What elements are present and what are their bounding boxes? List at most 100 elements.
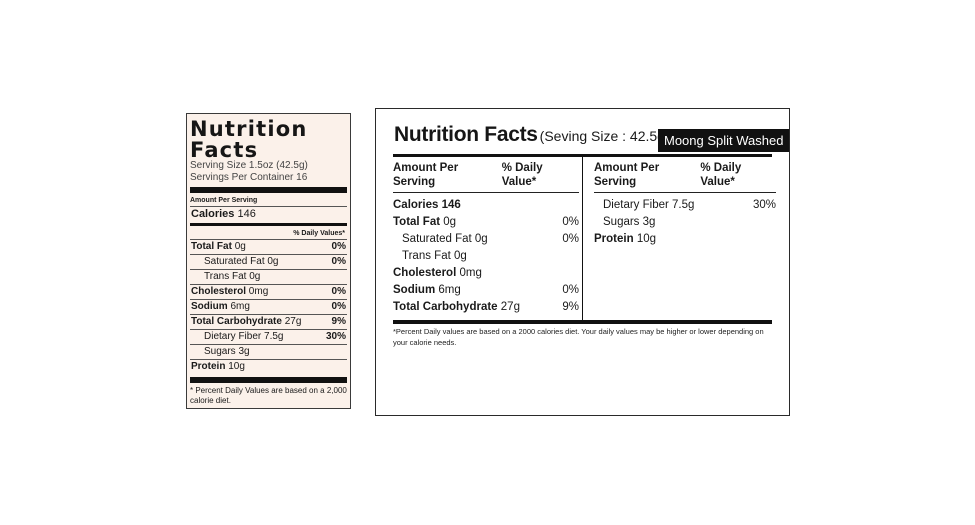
horizontal-column-divider: [582, 154, 583, 322]
horizontal-nutrient-text: Saturated Fat 0g: [402, 231, 488, 248]
horizontal-title: Nutrition Facts: [394, 123, 538, 146]
vertical-nutrient-label: Sugars: [204, 346, 236, 357]
horizontal-nutrient-amount: 0mg: [459, 267, 482, 279]
vertical-calories-label: Calories: [191, 208, 235, 220]
vertical-nutrient-row: Dietary Fiber 7.5g 30%: [190, 330, 347, 344]
horizontal-nutrition-label: Nutrition Facts (Seving Size : 42.5g) Mo…: [375, 108, 790, 416]
vertical-nutrient-label: Total Fat: [191, 241, 232, 252]
horizontal-nutrient-row: Saturated Fat 0g 0%: [393, 231, 579, 248]
horizontal-nutrient-pct: 0%: [562, 233, 579, 245]
horizontal-nutrient-pct: 30%: [752, 199, 776, 211]
horizontal-title-row: Nutrition Facts (Seving Size : 42.5g): [394, 123, 670, 147]
vertical-nutrient-amount: 0mg: [248, 286, 269, 297]
vertical-serving-size: Serving Size 1.5oz (42.5g): [190, 160, 308, 171]
horizontal-serving-size: (Seving Size : 42.5g): [539, 128, 670, 144]
left-header-amount: Amount Per Serving: [393, 162, 459, 188]
horizontal-nutrient-label: Saturated Fat: [402, 233, 472, 245]
vertical-row-divider: [190, 239, 347, 240]
vertical-nutrient-text: Cholesterol 0mg: [191, 285, 268, 299]
vertical-row-divider: [190, 329, 347, 330]
product-name-badge: Moong Split Washed: [658, 129, 790, 152]
horizontal-nutrient-row: Cholesterol 0mg: [393, 265, 579, 282]
vertical-nutrient-amount: 0g: [234, 241, 246, 252]
vertical-thick-bar: [190, 187, 347, 193]
vertical-nutrient-row: Total Carbohydrate 27g 9%: [190, 315, 347, 329]
vertical-nutrient-row: Total Fat 0g 0%: [190, 240, 347, 254]
vertical-nutrient-row: Trans Fat 0g: [190, 270, 347, 284]
vertical-nutrition-label: Nutrition Facts Serving Size 1.5oz (42.5…: [186, 113, 351, 409]
horizontal-nutrient-pct: 9%: [562, 301, 579, 313]
horizontal-nutrient-amount: 0g: [474, 233, 488, 245]
horizontal-nutrient-amount: 3g: [642, 216, 656, 228]
vertical-nutrient-label: Sodium: [191, 301, 228, 312]
vertical-nutrient-text: Dietary Fiber 7.5g: [204, 330, 284, 344]
vertical-nutrient-row: Saturated Fat 0g 0%: [190, 255, 347, 269]
horizontal-nutrient-row: Total Fat 0g 0%: [393, 214, 579, 231]
horizontal-nutrient-amount: 6mg: [438, 284, 461, 296]
vertical-row-divider: [190, 299, 347, 300]
vertical-title-line1: Nutrition: [190, 117, 308, 141]
vertical-nutrient-pct: 0%: [331, 256, 346, 267]
horizontal-nutrient-label: Sugars: [603, 216, 640, 228]
horizontal-nutrient-text: Total Fat 0g: [393, 214, 456, 231]
vertical-calories-row: Calories 146: [190, 207, 347, 222]
vertical-daily-values-header: % Daily Values*: [293, 230, 345, 237]
horizontal-nutrient-text: Protein 10g: [594, 231, 656, 248]
horizontal-nutrient-label: Total Fat: [393, 216, 441, 228]
horizontal-left-rows: Total Fat 0g 0% Saturated Fat 0g 0% Trans Fa…: [393, 214, 579, 316]
horizontal-nutrient-amount: 0g: [443, 216, 457, 228]
vertical-row-divider: [190, 284, 347, 285]
horizontal-nutrient-amount: 0g: [453, 250, 467, 262]
horizontal-left-header: Amount Per Serving % Daily Value*: [393, 161, 579, 189]
vertical-amount-per-serving: Amount Per Serving: [190, 197, 258, 204]
vertical-servings-per-container: Servings Per Container 16: [190, 172, 308, 183]
vertical-nutrient-text: Total Carbohydrate 27g: [191, 315, 301, 329]
vertical-title-line2: Facts: [190, 138, 259, 162]
vertical-row-divider: [190, 344, 347, 345]
vertical-row-divider: [190, 269, 347, 270]
vertical-nutrient-label: Protein: [191, 361, 226, 372]
horizontal-nutrient-row: Dietary Fiber 7.5g 30%: [594, 197, 776, 214]
right-header-amount: Amount Per Serving: [594, 162, 660, 188]
horizontal-nutrient-row: Sugars 3g: [594, 214, 776, 231]
vertical-nutrient-rows: Total Fat 0g 0% Saturated Fat 0g 0% Trans Fa…: [190, 239, 347, 374]
vertical-nutrient-amount: 6mg: [230, 301, 250, 312]
vertical-nutrient-amount: 7.5g: [264, 331, 284, 342]
vertical-nutrient-amount: 10g: [228, 361, 245, 372]
vertical-calories-value: 146: [237, 208, 256, 220]
horizontal-calories-row: Calories 146: [393, 197, 579, 214]
vertical-nutrient-label: Trans Fat: [204, 271, 247, 282]
vertical-nutrient-amount: 0g: [249, 271, 261, 282]
vertical-nutrient-label: Dietary Fiber: [204, 331, 262, 342]
vertical-nutrient-text: Saturated Fat 0g: [204, 255, 279, 269]
vertical-footnote: * Percent Daily Values are based on a 2,…: [190, 386, 347, 405]
horizontal-right-column: Amount Per Serving % Daily Value* Dietar…: [594, 161, 776, 248]
horizontal-nutrient-label: Cholesterol: [393, 267, 457, 279]
vertical-row-divider: [190, 359, 347, 360]
horizontal-nutrient-row: Trans Fat 0g: [393, 248, 579, 265]
vertical-nutrient-label: Cholesterol: [191, 286, 247, 297]
left-header-rule: [393, 192, 579, 193]
horizontal-nutrient-row: Total Carbohydrate 27g 9%: [393, 299, 579, 316]
horizontal-nutrient-row: Sodium 6mg 0%: [393, 282, 579, 299]
vertical-nutrient-row: Sugars 3g: [190, 345, 347, 359]
vertical-divider: [190, 206, 347, 207]
horizontal-left-column: Amount Per Serving % Daily Value* Calori…: [393, 161, 579, 316]
vertical-medium-bar: [190, 223, 347, 226]
horizontal-nutrient-label: Sodium: [393, 284, 436, 296]
vertical-nutrient-pct: 30%: [325, 331, 346, 342]
vertical-nutrient-pct: 0%: [331, 241, 346, 252]
horizontal-nutrient-amount: 27g: [500, 301, 520, 313]
horizontal-bottom-bar: [393, 320, 772, 324]
vertical-nutrient-text: Sugars 3g: [204, 345, 250, 359]
right-header-rule: [594, 192, 776, 193]
horizontal-nutrient-amount: 10g: [636, 233, 657, 245]
vertical-nutrient-pct: 0%: [331, 301, 346, 312]
horizontal-nutrient-text: Total Carbohydrate 27g: [393, 299, 520, 316]
vertical-nutrient-row: Protein 10g: [190, 360, 347, 374]
horizontal-nutrient-text: Trans Fat 0g: [402, 248, 467, 265]
horizontal-nutrient-label: Protein: [594, 233, 634, 245]
horizontal-nutrient-pct: 0%: [562, 216, 579, 228]
horizontal-nutrient-text: Sodium 6mg: [393, 282, 461, 299]
vertical-nutrient-amount: 27g: [284, 316, 302, 327]
